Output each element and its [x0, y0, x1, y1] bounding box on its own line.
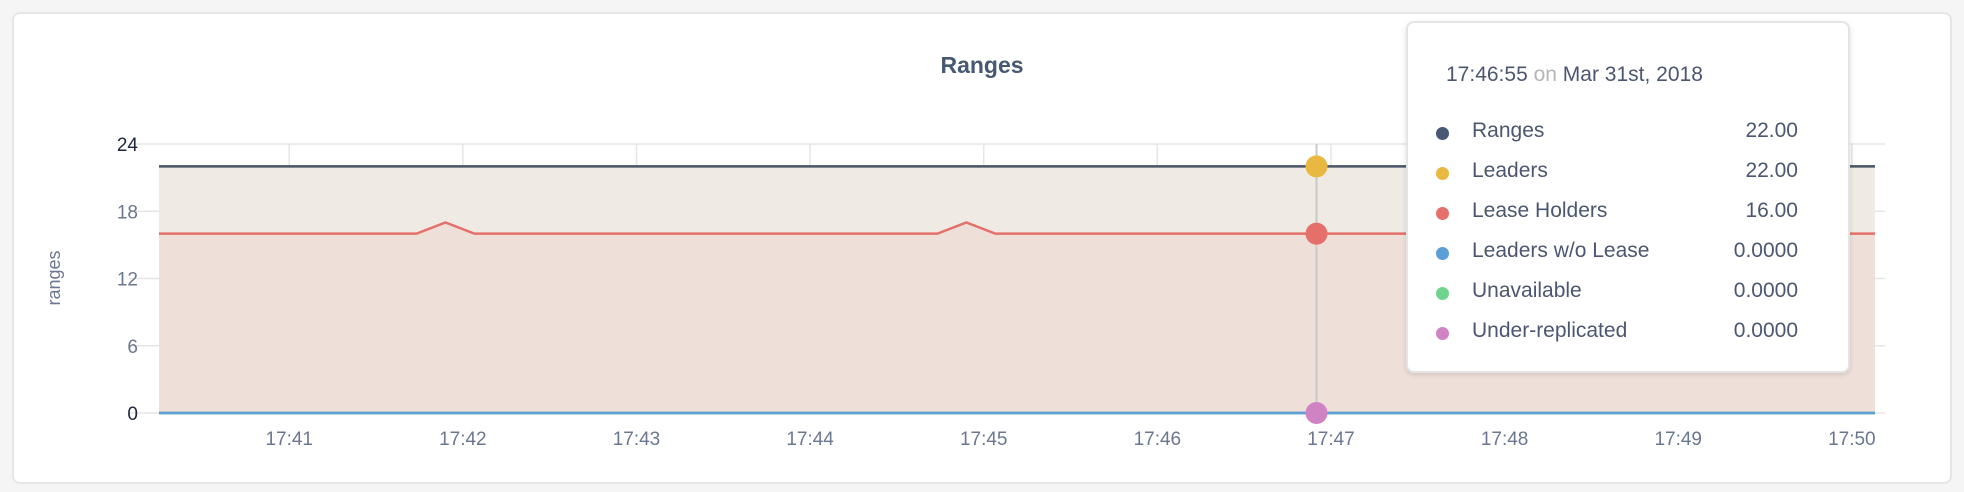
tooltip-on: on — [1533, 63, 1557, 86]
tooltip-series-value: 22.00 — [1745, 159, 1798, 182]
x-tick-label: 17:42 — [439, 429, 487, 450]
tooltip-series-value: 0.0000 — [1733, 279, 1798, 302]
y-tick-label: 18 — [117, 202, 138, 223]
chart-title: Ranges — [940, 52, 1023, 78]
x-tick-label: 17:49 — [1654, 429, 1702, 450]
y-tick-label: 6 — [127, 337, 138, 358]
under-replicated-hover-marker — [1305, 402, 1328, 424]
tooltip-series-value: 0.0000 — [1733, 319, 1798, 342]
tooltip-row: Ranges 22.00 — [1436, 119, 1798, 149]
leaders-hover-marker — [1305, 155, 1328, 178]
tooltip-row: Unavailable 0.0000 — [1436, 279, 1798, 309]
lease-holders-hover-marker — [1305, 222, 1328, 245]
tooltip-time: 17:46:55 — [1446, 63, 1528, 86]
tooltip-header: 17:46:55 on Mar 31st, 2018 — [1446, 63, 1703, 87]
hover-indicator — [1305, 144, 1328, 424]
series-dot-icon — [1436, 287, 1449, 300]
y-tick-label: 0 — [127, 404, 138, 425]
x-tick-label: 17:44 — [786, 429, 834, 450]
tooltip-series-name: Lease Holders — [1472, 199, 1608, 222]
x-tick-label: 17:48 — [1481, 429, 1529, 450]
tooltip-series-value: 16.00 — [1745, 199, 1798, 222]
tooltip-series-name: Unavailable — [1472, 279, 1582, 302]
lease-holders-line — [159, 221, 1875, 235]
x-tick-label: 17:50 — [1828, 429, 1876, 450]
y-axis-label: ranges — [44, 250, 64, 305]
series-dot-icon — [1436, 207, 1449, 220]
x-tick-label: 17:43 — [613, 429, 661, 450]
axis-ticks: 0 6 12 18 24 17:41 17:42 17:43 17:44 17:45 17:46 17… — [117, 135, 1876, 450]
x-tick-label: 17:46 — [1134, 429, 1182, 450]
tooltip-row: Leaders 22.00 — [1436, 159, 1798, 189]
tooltip-row: Lease Holders 16.00 — [1436, 199, 1798, 229]
hover-tooltip: 17:46:55 on Mar 31st, 2018 Ranges 22.00 Le… — [1406, 21, 1850, 373]
y-tick-label: 12 — [117, 270, 138, 291]
tooltip-series-name: Under-replicated — [1472, 319, 1628, 342]
series-dot-icon — [1436, 167, 1449, 180]
tooltip-row: Under-replicated 0.0000 — [1436, 319, 1798, 349]
series-dot-icon — [1436, 127, 1449, 140]
x-tick-label: 17:41 — [265, 429, 313, 450]
tooltip-row: Leaders w/o Lease 0.0000 — [1436, 239, 1798, 269]
x-tick-label: 17:45 — [960, 429, 1008, 450]
tooltip-series-name: Leaders w/o Lease — [1472, 239, 1650, 262]
tooltip-series-name: Ranges — [1472, 119, 1545, 142]
tooltip-series-value: 22.00 — [1745, 119, 1798, 142]
tooltip-date: Mar 31st, 2018 — [1562, 63, 1703, 86]
tooltip-series-value: 0.0000 — [1733, 239, 1798, 262]
x-tick-label: 17:47 — [1307, 429, 1355, 450]
tooltip-series-name: Leaders — [1472, 159, 1548, 182]
series-dot-icon — [1436, 327, 1449, 340]
y-tick-label: 24 — [117, 135, 139, 156]
series-dot-icon — [1436, 247, 1449, 260]
